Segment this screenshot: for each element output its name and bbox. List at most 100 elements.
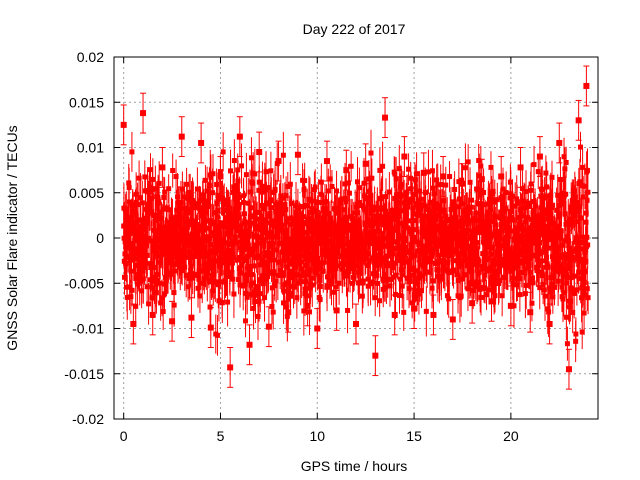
data-point — [161, 194, 167, 200]
data-point — [302, 178, 308, 184]
data-point — [201, 247, 207, 253]
data-point — [217, 279, 223, 285]
data-point — [293, 264, 299, 270]
data-point — [548, 232, 554, 238]
data-point — [522, 205, 528, 211]
data-point — [443, 182, 449, 188]
data-point — [560, 296, 566, 302]
data-point — [383, 194, 389, 200]
data-point — [246, 341, 253, 348]
data-point — [435, 182, 441, 188]
data-point — [349, 223, 355, 229]
data-point — [578, 246, 584, 252]
data-point — [195, 232, 201, 238]
data-point — [210, 288, 216, 294]
data-point — [455, 254, 461, 260]
data-point — [240, 244, 246, 250]
data-point — [268, 198, 274, 204]
data-point — [291, 232, 297, 238]
data-point — [507, 217, 513, 223]
data-point — [345, 180, 351, 186]
data-point — [231, 189, 237, 195]
data-point — [144, 221, 150, 227]
data-point — [563, 314, 569, 320]
data-point — [489, 244, 495, 250]
data-point — [304, 229, 310, 235]
data-point — [190, 200, 196, 206]
data-point — [301, 270, 307, 276]
data-point — [305, 272, 311, 278]
data-point — [255, 313, 261, 319]
data-point — [140, 110, 147, 117]
data-point — [550, 294, 556, 300]
data-point — [549, 174, 555, 180]
data-point — [156, 180, 162, 186]
data-point — [127, 284, 133, 290]
data-point — [186, 237, 192, 243]
data-point — [207, 324, 214, 331]
data-point — [212, 279, 218, 285]
data-point — [578, 144, 584, 150]
data-point — [392, 195, 398, 201]
data-point — [206, 235, 212, 241]
data-point — [544, 184, 550, 190]
data-point — [517, 164, 524, 171]
data-point — [549, 228, 555, 234]
data-point — [357, 280, 363, 286]
data-point — [144, 243, 150, 249]
data-point — [576, 269, 582, 275]
data-point — [372, 204, 378, 210]
data-point — [271, 257, 277, 263]
data-point — [459, 276, 465, 282]
data-point — [152, 241, 158, 247]
data-point — [544, 255, 550, 261]
data-point — [312, 184, 318, 190]
data-point — [208, 242, 214, 248]
data-point — [159, 164, 166, 171]
data-point — [243, 290, 249, 296]
data-point — [233, 240, 239, 246]
data-point — [327, 278, 333, 284]
data-point — [282, 202, 288, 208]
data-point — [266, 269, 272, 275]
data-point — [154, 194, 160, 200]
data-point — [175, 259, 181, 265]
data-point — [423, 203, 429, 209]
data-point — [440, 231, 446, 237]
data-point — [501, 257, 507, 263]
data-point — [376, 228, 382, 234]
data-point — [512, 203, 518, 209]
data-point — [508, 261, 514, 267]
data-point — [280, 211, 286, 217]
data-point — [269, 303, 275, 309]
data-point — [231, 255, 237, 261]
data-point — [462, 253, 468, 259]
data-point — [412, 253, 418, 259]
data-point — [516, 252, 522, 258]
data-point — [550, 202, 556, 208]
data-point — [231, 291, 237, 297]
data-point — [192, 253, 198, 259]
data-point — [350, 280, 356, 286]
data-point — [392, 291, 398, 297]
data-point — [369, 175, 375, 181]
data-point — [427, 234, 433, 240]
data-point — [151, 227, 157, 233]
data-point — [256, 210, 262, 216]
data-point — [182, 206, 188, 212]
x-tick-label: 10 — [309, 428, 325, 444]
data-point — [543, 245, 549, 251]
data-point — [160, 309, 166, 315]
y-tick-label: -0.01 — [72, 321, 104, 337]
data-point — [147, 203, 153, 209]
data-point — [488, 298, 495, 305]
data-point — [367, 196, 373, 202]
data-point — [178, 256, 184, 262]
data-point — [379, 238, 385, 244]
data-point — [476, 173, 482, 179]
data-point — [571, 273, 577, 279]
data-point — [401, 224, 407, 230]
data-point — [353, 320, 359, 327]
data-point — [215, 245, 221, 251]
data-point — [234, 257, 240, 263]
